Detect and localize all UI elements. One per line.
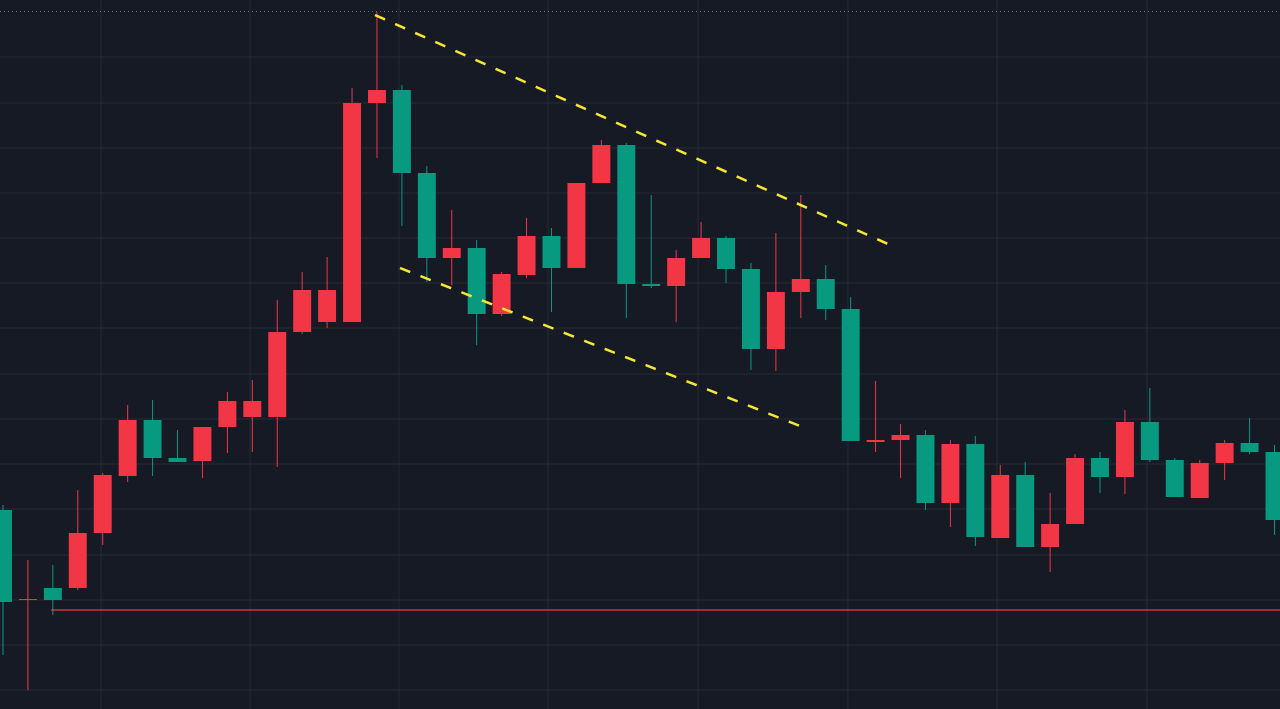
candle-body [766,292,785,349]
candle-body [816,279,835,309]
candle-body [1265,452,1280,520]
candle-body [118,420,137,476]
candle-body [617,145,636,284]
candle-body [0,510,12,602]
candle-body [1140,422,1159,460]
candle-body [367,90,386,103]
candle-body [1115,422,1134,477]
candle-body [891,435,910,440]
lower-trendline [399,266,801,428]
candle-body [717,238,735,269]
candle-body [866,440,885,442]
candles [0,12,1280,690]
candle-body [941,444,960,503]
candle-body [1091,458,1109,477]
candle-body [1190,463,1209,498]
candle-body [442,248,461,258]
candle-body [542,236,561,268]
candle-body [193,427,212,461]
upper-trendline [374,13,889,246]
candle-body [741,269,760,349]
candle-body [143,420,162,458]
candle-body [268,332,287,417]
candle-body [1240,443,1259,452]
candle-body [168,458,187,462]
candle-body [43,588,62,600]
candle-body [592,145,611,183]
candle-body [642,284,661,286]
candle-body [841,309,860,441]
candle-body [916,435,935,503]
candle-body [692,238,711,258]
candle-body [392,90,411,173]
candle-body [1165,460,1184,497]
candle-body [293,290,312,332]
candle-body [492,274,511,314]
candle-body [243,401,262,417]
candle-body [218,401,237,427]
candle-body [1041,524,1060,547]
candle-body [667,258,686,286]
candle-body [68,533,87,588]
candle-body [567,183,586,268]
candle-body [417,173,436,258]
candle-body [318,290,337,322]
candle-body [93,475,112,533]
candle-body [18,599,37,600]
candle-body [517,236,536,275]
candle-body [467,248,486,314]
candle-body [791,279,810,292]
candle-body [966,444,985,537]
candle-body [1066,458,1085,524]
candle-body [343,103,362,322]
candle-body [1016,475,1035,547]
candle-body [1215,443,1234,463]
candle-body [991,475,1010,538]
